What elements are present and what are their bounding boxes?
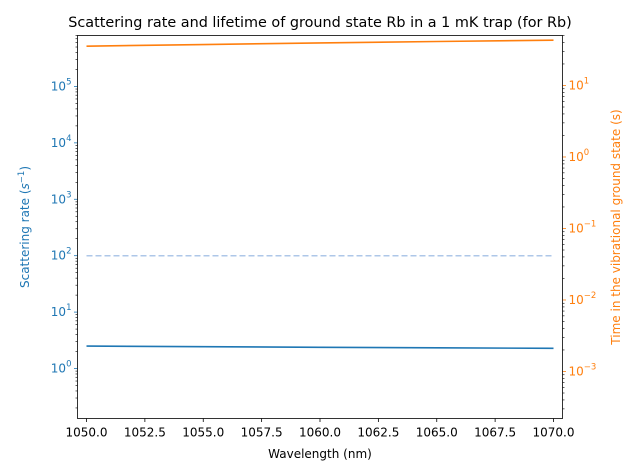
x-tick-label: 1050.0: [66, 426, 108, 440]
left-tick-label: 105: [51, 77, 72, 93]
left-tick-label: 101: [51, 303, 72, 319]
right-axis-ticks: 10−3 10−2 10−1 100 101: [562, 35, 597, 410]
x-tick-label: 1057.5: [241, 426, 283, 440]
x-tick-label: 1067.5: [474, 426, 516, 440]
left-tick-label: 104: [51, 134, 72, 150]
right-axis-label: Time in the vibrational ground state (s): [609, 109, 623, 345]
x-tick-label: 1062.5: [357, 426, 399, 440]
right-tick-label: 101: [569, 76, 590, 92]
left-tick-label: 100: [51, 360, 72, 376]
left-tick-label: 103: [51, 190, 72, 206]
right-tick-label: 100: [569, 148, 590, 164]
x-tick-label: 1065.0: [416, 426, 458, 440]
left-axis-label: Scattering rate (s−1): [17, 166, 32, 288]
x-tick-label: 1070.0: [533, 426, 575, 440]
left-tick-label: 102: [51, 247, 72, 263]
left-axis-label-suffix: ): [18, 166, 32, 171]
x-axis-label: Wavelength (nm): [268, 447, 372, 461]
chart-title: Scattering rate and lifetime of ground s…: [68, 15, 572, 31]
left-axis-ticks: 100 101 102 103 104 105: [51, 35, 78, 409]
series-line-0: [86, 345, 554, 350]
left-axis-label-var: s: [18, 183, 32, 189]
left-axis-label-exp: −1: [17, 171, 27, 184]
right-tick-label: 10−2: [569, 291, 597, 307]
x-axis-ticks: 1050.0 1052.5 1055.0 1057.5 1060.0 1062.5 1065…: [66, 418, 575, 440]
plot-frame: [77, 35, 563, 419]
x-tick-label: 1055.0: [182, 426, 224, 440]
plot-series: [86, 39, 554, 350]
x-tick-label: 1052.5: [124, 426, 166, 440]
right-tick-label: 10−3: [569, 362, 597, 378]
right-tick-label: 10−1: [569, 219, 597, 235]
left-axis-label-prefix: Scattering rate (: [18, 189, 32, 288]
series-line-2: [86, 39, 554, 47]
x-tick-label: 1060.0: [299, 426, 341, 440]
